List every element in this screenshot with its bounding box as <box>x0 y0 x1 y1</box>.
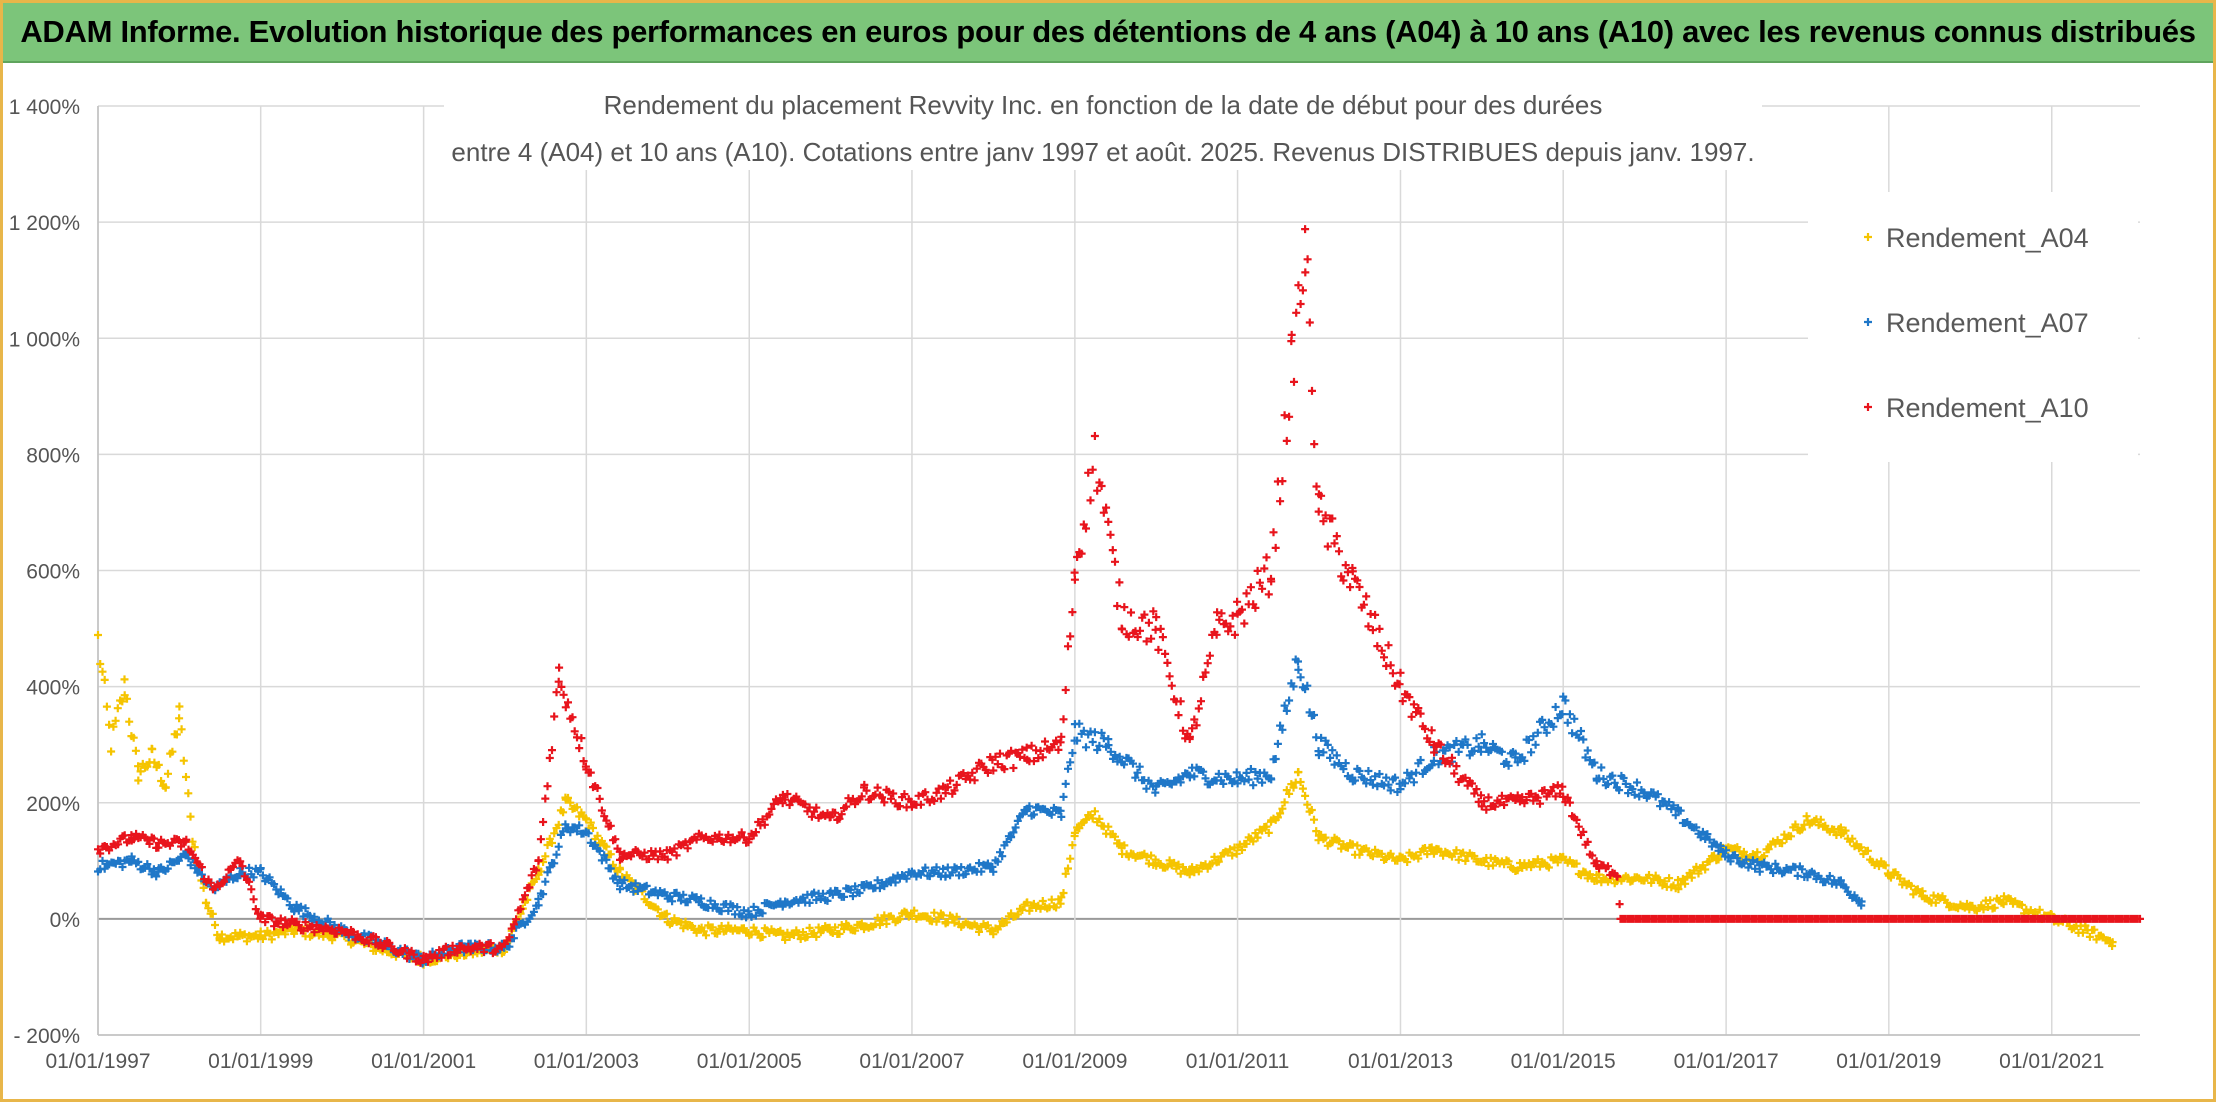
legend-background <box>1808 192 2138 462</box>
data-points <box>94 225 2144 969</box>
y-tick-label: 200% <box>26 793 80 816</box>
x-tick-label: 01/01/1999 <box>208 1050 313 1073</box>
legend-marker <box>1864 318 1872 326</box>
x-tick-label: 01/01/2003 <box>534 1050 639 1073</box>
y-tick-label: 600% <box>26 561 80 584</box>
y-tick-label: 1 000% <box>9 328 80 351</box>
x-tick-label: 01/01/1997 <box>45 1050 150 1073</box>
x-tick-label: 01/01/2017 <box>1674 1050 1779 1073</box>
chart-title-line-1: Rendement du placement Revvity Inc. en f… <box>604 90 1603 120</box>
chart-title-background <box>444 70 1762 170</box>
x-axis-labels: 01/01/1997 01/01/1999 01/01/2001 01/01/2003… <box>45 1050 2104 1073</box>
report-banner: ADAM Informe. Evolution historique des p… <box>3 3 2213 63</box>
legend-item-Rendement_A07: Rendement_A07 <box>1864 308 2089 338</box>
series-Rendement_A04 <box>94 631 2117 969</box>
legend-label: Rendement_A07 <box>1886 308 2089 338</box>
legend-label: Rendement_A04 <box>1886 223 2089 253</box>
chart-area: - 200% 0% 200% 400% 600% 800% 1 000% 1 200% 1 40… <box>0 62 2216 1102</box>
series-markers-Rendement_A04 <box>94 631 2117 969</box>
x-tick-label: 01/01/2011 <box>1186 1050 1290 1073</box>
x-tick-label: 01/01/2001 <box>371 1050 476 1073</box>
chart-title-box: Rendement du placement Revvity Inc. en f… <box>444 70 1762 170</box>
legend-item-Rendement_A04: Rendement_A04 <box>1864 223 2089 253</box>
performance-chart: - 200% 0% 200% 400% 600% 800% 1 000% 1 200% 1 40… <box>9 70 2144 1073</box>
y-axis-labels: - 200% 0% 200% 400% 600% 800% 1 000% 1 200% 1 40… <box>9 96 80 1048</box>
legend-label: Rendement_A10 <box>1886 393 2089 423</box>
series-Rendement_A10 <box>94 225 2144 967</box>
legend-marker <box>1864 233 1872 241</box>
series-Rendement_A07 <box>94 655 1866 968</box>
x-tick-label: 01/01/2019 <box>1836 1050 1941 1073</box>
y-tick-label: 1 200% <box>9 212 80 235</box>
x-tick-label: 01/01/2013 <box>1348 1050 1453 1073</box>
x-tick-label: 01/01/2009 <box>1022 1050 1127 1073</box>
x-tick-label: 01/01/2007 <box>859 1050 964 1073</box>
x-tick-label: 01/01/2021 <box>1999 1050 2104 1073</box>
y-tick-label: 400% <box>26 677 80 700</box>
series-markers-Rendement_A07 <box>94 655 1866 968</box>
legend-marker <box>1864 403 1872 411</box>
y-tick-label: - 200% <box>13 1025 80 1048</box>
y-tick-label: 0% <box>50 909 80 932</box>
x-tick-label: 01/01/2015 <box>1511 1050 1616 1073</box>
report-title: ADAM Informe. Evolution historique des p… <box>20 14 2196 49</box>
chart-title-line-2: entre 4 (A04) et 10 ans (A10). Cotations… <box>451 137 1754 167</box>
y-tick-label: 800% <box>26 444 80 467</box>
x-tick-label: 01/01/2005 <box>697 1050 802 1073</box>
series-markers-Rendement_A10 <box>94 225 2144 967</box>
legend-item-Rendement_A10: Rendement_A10 <box>1864 393 2089 423</box>
y-tick-label: 1 400% <box>9 96 80 119</box>
chart-legend: Rendement_A04 Rendement_A07 Rendement_A10 <box>1808 192 2138 462</box>
